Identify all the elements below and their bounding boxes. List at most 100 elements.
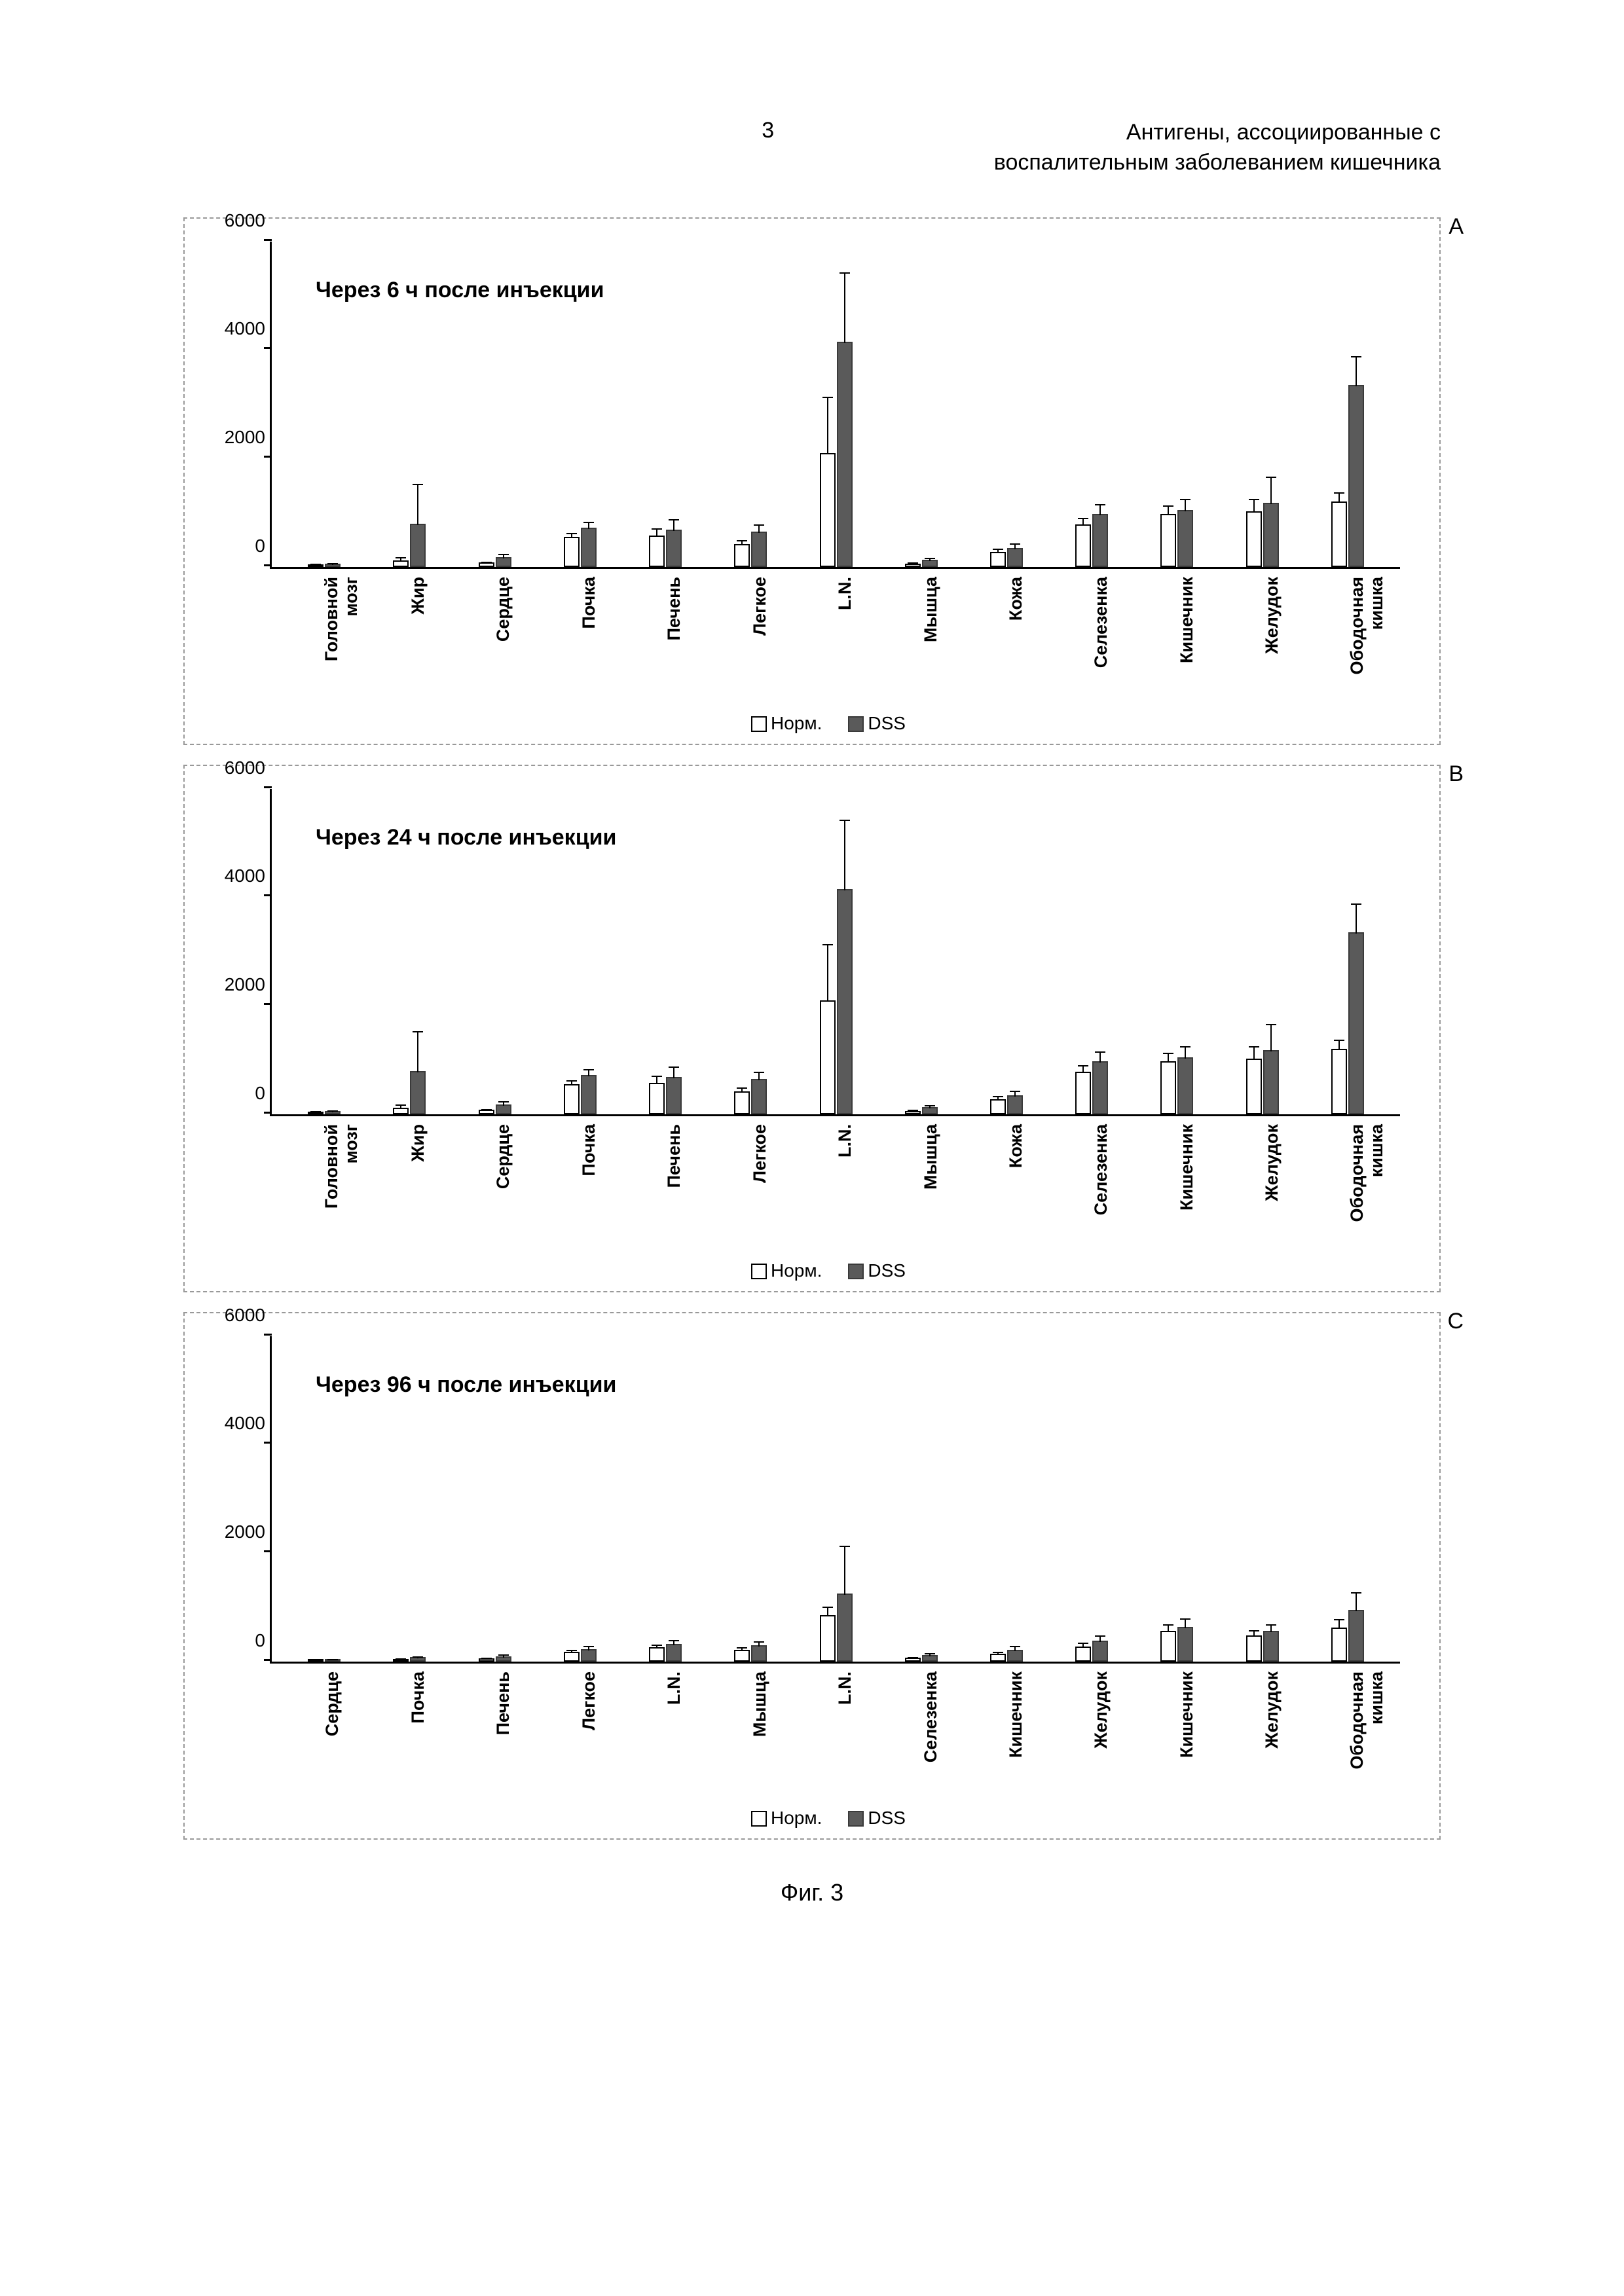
error-bar (315, 564, 316, 566)
error-bar (1185, 499, 1186, 511)
y-tick-mark (264, 347, 272, 349)
error-bar (997, 1096, 999, 1101)
error-bar (673, 519, 674, 531)
x-label: Кишечник (963, 1671, 1048, 1802)
error-bar (844, 820, 845, 890)
error-bar (315, 1659, 316, 1660)
x-label: Сердце (280, 1671, 365, 1802)
x-label: Жир (365, 1124, 450, 1255)
x-label: Легкое (707, 577, 792, 708)
error-bar (997, 1652, 999, 1655)
x-label: Головноймозг (280, 1124, 365, 1255)
x-label: Легкое (707, 1124, 792, 1255)
y-tick-label: 6000 (200, 210, 265, 231)
x-label: Жир (365, 577, 450, 708)
error-bar (656, 1645, 657, 1649)
legend-label-dss: DSS (868, 1808, 906, 1828)
bar-dss (325, 1659, 341, 1662)
bar-dss (1177, 1057, 1193, 1114)
bar-dss (666, 1644, 682, 1662)
header-title-2: воспалительным заболеванием кишечника (183, 148, 1441, 178)
y-tick-mark (264, 456, 272, 458)
bar-dss (922, 560, 938, 567)
panel-letter: C (1447, 1309, 1464, 1334)
error-bar (1014, 543, 1016, 549)
bar-group (793, 242, 878, 567)
bar-group (452, 789, 537, 1114)
header-title-1: Антигены, ассоциированные с (183, 118, 1441, 148)
legend-label-dss: DSS (868, 1260, 906, 1281)
bar-dss (751, 1079, 767, 1114)
x-label: Кожа (963, 577, 1048, 708)
error-bar (912, 562, 913, 564)
x-labels: ГоловноймозгЖирСердцеПочкаПеченьЛегкоеL.… (270, 577, 1400, 708)
legend-label-dss: DSS (868, 713, 906, 733)
bar-dss (581, 1075, 597, 1114)
bar-norm (1160, 514, 1176, 567)
plot-area: 0200040006000 (270, 242, 1400, 569)
error-bar (503, 1101, 504, 1106)
x-label: Желудок (1219, 1124, 1304, 1255)
bar-norm (649, 536, 665, 567)
error-bar (1168, 505, 1169, 515)
panel-frame: Через 96 ч после инъекции0200040006000Се… (183, 1312, 1441, 1840)
bar-norm (905, 1658, 921, 1662)
error-bar (486, 1109, 487, 1111)
bar-norm (1331, 1049, 1347, 1114)
error-bar (1168, 1053, 1169, 1063)
y-tick-mark (264, 1659, 272, 1661)
x-label: Почка (365, 1671, 450, 1802)
error-bar (571, 533, 572, 538)
bar-group (367, 242, 452, 567)
legend-swatch-norm (751, 1811, 767, 1827)
bar-dss (922, 1655, 938, 1662)
error-bar (1168, 1624, 1169, 1633)
bar-norm (905, 564, 921, 567)
error-bar (588, 522, 589, 529)
y-tick-mark (264, 1334, 272, 1336)
bars-row (272, 789, 1400, 1114)
error-bar (1082, 1065, 1084, 1074)
x-label: Кишечник (1134, 1671, 1219, 1802)
error-bar (1270, 477, 1272, 504)
error-bar (673, 1066, 674, 1078)
error-bar (571, 1650, 572, 1653)
error-bar (332, 563, 333, 565)
y-tick-mark (264, 786, 272, 788)
bar-norm (734, 544, 750, 567)
error-bar (827, 944, 828, 1002)
x-label: L.N. (792, 577, 877, 708)
panel-letter: A (1449, 214, 1464, 240)
bar-group (623, 1336, 708, 1662)
error-bar (1338, 1040, 1340, 1051)
bar-dss (837, 1594, 853, 1662)
bar-group (708, 789, 793, 1114)
legend-label-norm: Норм. (771, 713, 822, 733)
bar-norm (1246, 1059, 1262, 1114)
error-bar (1356, 356, 1357, 386)
error-bar (1338, 1619, 1340, 1629)
bar-dss (496, 557, 511, 567)
bar-dss (1348, 1610, 1364, 1662)
bar-group (282, 789, 367, 1114)
x-label: Сердце (451, 577, 536, 708)
y-tick-mark (264, 564, 272, 566)
x-label: L.N. (792, 1671, 877, 1802)
error-bar (827, 1607, 828, 1616)
bar-norm (734, 1650, 750, 1662)
bar-group (964, 242, 1049, 567)
y-tick-label: 0 (200, 1630, 265, 1651)
bar-norm (905, 1111, 921, 1114)
y-tick-mark (264, 894, 272, 896)
bar-norm (1075, 1647, 1091, 1662)
x-label: Ободочнаякишка (1305, 1671, 1390, 1802)
error-bar (741, 1647, 743, 1651)
bar-group (1049, 242, 1134, 567)
bar-group (282, 242, 367, 567)
bar-norm (734, 1091, 750, 1114)
y-tick-label: 2000 (200, 427, 265, 448)
bar-group (452, 1336, 537, 1662)
bar-norm (308, 1659, 323, 1662)
error-bar (486, 562, 487, 564)
legend-swatch-dss (848, 1811, 864, 1827)
